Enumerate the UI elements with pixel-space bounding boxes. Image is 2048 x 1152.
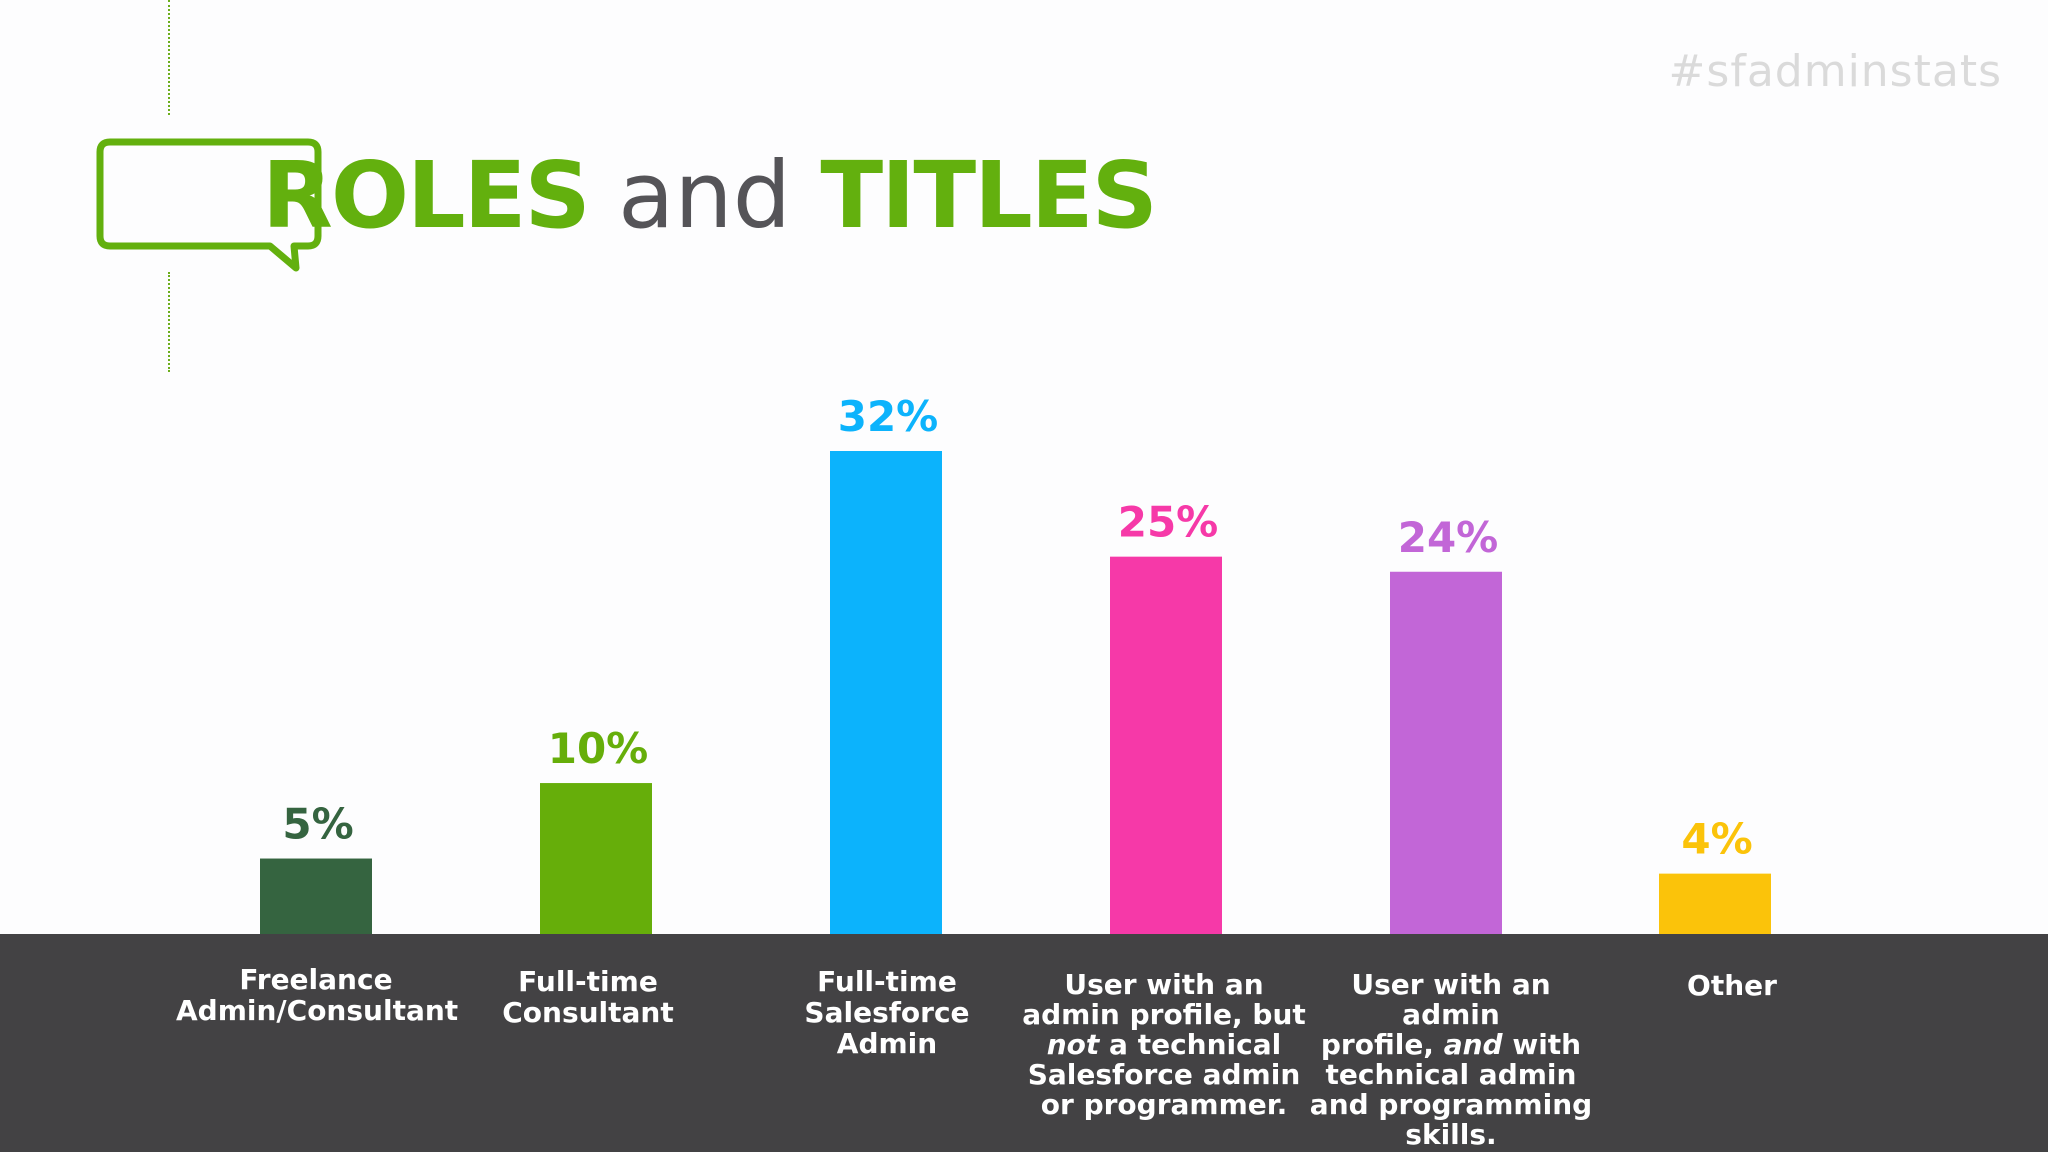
category-label-technical-user: User with an admin profile, and with tec… xyxy=(1301,970,1601,1150)
dotted-divider-bottom xyxy=(168,272,170,372)
category-label-fulltime-admin: Full-time Salesforce Admin xyxy=(747,966,1027,1059)
data-label-2: 32% xyxy=(838,392,939,441)
label-text: with xyxy=(1502,1028,1582,1061)
dotted-divider-top xyxy=(168,0,170,115)
category-label-line: Other xyxy=(1687,969,1777,1002)
category-label-line: Consultant xyxy=(502,996,674,1029)
category-label-line: Salesforce xyxy=(804,996,970,1029)
data-label-1: 10% xyxy=(548,724,649,773)
bar-3 xyxy=(1110,556,1222,934)
bar-5 xyxy=(1659,873,1771,934)
data-label-4: 24% xyxy=(1398,513,1499,562)
category-label-nontechnical-user: User with an admin profile, but not a te… xyxy=(1014,970,1314,1120)
bar-4 xyxy=(1390,571,1502,934)
category-label-line: technical admin xyxy=(1325,1058,1577,1091)
roles-bar-chart: 5% 10% 32% 25% 24% 4% xyxy=(260,392,1771,934)
category-label-line: User with an admin xyxy=(1351,968,1551,1031)
category-label-line: and programming xyxy=(1309,1088,1593,1121)
category-label-line: Admin/Consultant xyxy=(176,994,459,1027)
data-label-0: 5% xyxy=(282,800,353,849)
category-label-fulltime-consultant: Full-time Consultant xyxy=(448,966,728,1028)
title-and: and xyxy=(618,142,792,249)
category-label-line: Full-time xyxy=(518,965,658,998)
emphasis-text: not xyxy=(1046,1028,1100,1061)
category-label-line: admin profile, but xyxy=(1022,998,1306,1031)
emphasis-text: and xyxy=(1443,1028,1503,1061)
page-title: ROLES and TITLES xyxy=(262,150,1158,242)
category-label-line: User with an xyxy=(1064,968,1264,1001)
category-label-other: Other xyxy=(1592,970,1872,1001)
category-label-line: skills. xyxy=(1405,1118,1497,1151)
speech-bubble-icon xyxy=(96,138,322,272)
category-label-band xyxy=(0,934,2048,1152)
category-label-line: profile, and with xyxy=(1301,1030,1601,1060)
hashtag-label: #sfadminstats xyxy=(1668,46,2002,97)
category-label-line: Admin xyxy=(836,1027,938,1060)
data-label-3: 25% xyxy=(1118,498,1219,547)
bar-0 xyxy=(260,858,372,934)
label-text: a technical xyxy=(1099,1028,1282,1061)
category-label-line: Full-time xyxy=(817,965,957,998)
label-text: profile, xyxy=(1320,1028,1444,1061)
category-label-line: not a technical xyxy=(1014,1030,1314,1060)
category-label-line: or programmer. xyxy=(1040,1088,1288,1121)
category-label-freelance: Freelance Admin/Consultant xyxy=(176,963,459,1027)
title-titles: TITLES xyxy=(820,142,1157,249)
title-roles: ROLES xyxy=(262,142,591,249)
data-label-5: 4% xyxy=(1681,815,1752,864)
category-label-line: Freelance xyxy=(239,963,393,996)
bar-1 xyxy=(540,783,652,934)
category-label-line: Salesforce admin xyxy=(1027,1058,1301,1091)
bar-2 xyxy=(830,451,942,934)
